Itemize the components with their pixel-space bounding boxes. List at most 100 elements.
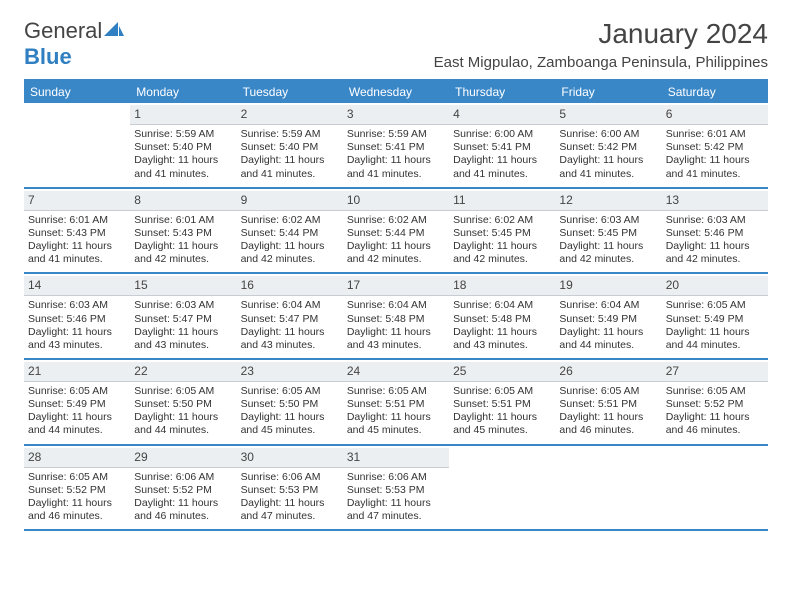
- day-number-row: 7: [24, 191, 130, 211]
- daylight2-text: and 47 minutes.: [347, 510, 445, 523]
- daylight1-text: Daylight: 11 hours: [134, 497, 232, 510]
- daylight1-text: Daylight: 11 hours: [347, 326, 445, 339]
- week-row: 7Sunrise: 6:01 AMSunset: 5:43 PMDaylight…: [24, 189, 768, 275]
- sunset-text: Sunset: 5:51 PM: [559, 398, 657, 411]
- daylight1-text: Daylight: 11 hours: [134, 411, 232, 424]
- daylight1-text: Daylight: 11 hours: [241, 240, 339, 253]
- day-number-row: 31: [343, 448, 449, 468]
- daylight2-text: and 42 minutes.: [666, 253, 764, 266]
- day-cell: 31Sunrise: 6:06 AMSunset: 5:53 PMDayligh…: [343, 446, 449, 530]
- day-cell: 27Sunrise: 6:05 AMSunset: 5:52 PMDayligh…: [662, 360, 768, 444]
- day-number-row: 6: [662, 105, 768, 125]
- day-number: 20: [666, 278, 679, 292]
- day-cell: 21Sunrise: 6:05 AMSunset: 5:49 PMDayligh…: [24, 360, 130, 444]
- sunset-text: Sunset: 5:52 PM: [134, 484, 232, 497]
- daylight1-text: Daylight: 11 hours: [559, 411, 657, 424]
- sunset-text: Sunset: 5:42 PM: [666, 141, 764, 154]
- day-cell: [555, 446, 661, 530]
- logo-sail-icon: [102, 18, 124, 43]
- daylight1-text: Daylight: 11 hours: [559, 154, 657, 167]
- day-number-row: 12: [555, 191, 661, 211]
- sunset-text: Sunset: 5:45 PM: [453, 227, 551, 240]
- daylight2-text: and 42 minutes.: [559, 253, 657, 266]
- daylight1-text: Daylight: 11 hours: [134, 154, 232, 167]
- day-number-row: 3: [343, 105, 449, 125]
- day-cell: [24, 103, 130, 187]
- daylight2-text: and 43 minutes.: [347, 339, 445, 352]
- sunrise-text: Sunrise: 6:06 AM: [134, 471, 232, 484]
- day-cell: 24Sunrise: 6:05 AMSunset: 5:51 PMDayligh…: [343, 360, 449, 444]
- day-number: 8: [134, 193, 141, 207]
- day-cell: 19Sunrise: 6:04 AMSunset: 5:49 PMDayligh…: [555, 274, 661, 358]
- sunrise-text: Sunrise: 6:01 AM: [666, 128, 764, 141]
- day-cell: 6 Sunrise: 6:01 AMSunset: 5:42 PMDaylight…: [662, 103, 768, 187]
- day-number-row: 10: [343, 191, 449, 211]
- sunset-text: Sunset: 5:52 PM: [666, 398, 764, 411]
- day-number-row: 28: [24, 448, 130, 468]
- day-number-row: 9: [237, 191, 343, 211]
- calendar: Sunday Monday Tuesday Wednesday Thursday…: [24, 79, 768, 531]
- daylight1-text: Daylight: 11 hours: [559, 240, 657, 253]
- sunset-text: Sunset: 5:44 PM: [241, 227, 339, 240]
- day-cell: 28Sunrise: 6:05 AMSunset: 5:52 PMDayligh…: [24, 446, 130, 530]
- day-number: 17: [347, 278, 360, 292]
- daylight2-text: and 41 minutes.: [134, 168, 232, 181]
- day-cell: 16Sunrise: 6:04 AMSunset: 5:47 PMDayligh…: [237, 274, 343, 358]
- sunrise-text: Sunrise: 6:04 AM: [559, 299, 657, 312]
- sunrise-text: Sunrise: 5:59 AM: [134, 128, 232, 141]
- day-number-row: 27: [662, 362, 768, 382]
- day-number-row: 24: [343, 362, 449, 382]
- daylight1-text: Daylight: 11 hours: [241, 411, 339, 424]
- day-number-row: 21: [24, 362, 130, 382]
- daylight1-text: Daylight: 11 hours: [453, 411, 551, 424]
- sunrise-text: Sunrise: 5:59 AM: [241, 128, 339, 141]
- day-number-row: 13: [662, 191, 768, 211]
- daylight2-text: and 44 minutes.: [559, 339, 657, 352]
- day-cell: [449, 446, 555, 530]
- day-number: 13: [666, 193, 679, 207]
- day-number: 11: [453, 193, 465, 207]
- daylight1-text: Daylight: 11 hours: [453, 240, 551, 253]
- brand-name-2: Blue: [24, 44, 72, 69]
- daylight1-text: Daylight: 11 hours: [241, 154, 339, 167]
- daylight2-text: and 41 minutes.: [666, 168, 764, 181]
- sunrise-text: Sunrise: 5:59 AM: [347, 128, 445, 141]
- daylight2-text: and 44 minutes.: [134, 424, 232, 437]
- sunset-text: Sunset: 5:45 PM: [559, 227, 657, 240]
- daylight1-text: Daylight: 11 hours: [453, 154, 551, 167]
- day-cell: 17Sunrise: 6:04 AMSunset: 5:48 PMDayligh…: [343, 274, 449, 358]
- daylight1-text: Daylight: 11 hours: [28, 240, 126, 253]
- sunrise-text: Sunrise: 6:02 AM: [347, 214, 445, 227]
- sunset-text: Sunset: 5:48 PM: [347, 313, 445, 326]
- day-cell: 23Sunrise: 6:05 AMSunset: 5:50 PMDayligh…: [237, 360, 343, 444]
- dow-saturday: Saturday: [662, 81, 768, 103]
- daylight1-text: Daylight: 11 hours: [28, 326, 126, 339]
- sunset-text: Sunset: 5:46 PM: [666, 227, 764, 240]
- weeks-container: 1Sunrise: 5:59 AMSunset: 5:40 PMDaylight…: [24, 103, 768, 531]
- dow-thursday: Thursday: [449, 81, 555, 103]
- sunrise-text: Sunrise: 6:00 AM: [559, 128, 657, 141]
- day-cell: 10Sunrise: 6:02 AMSunset: 5:44 PMDayligh…: [343, 189, 449, 273]
- daylight1-text: Daylight: 11 hours: [666, 154, 764, 167]
- day-cell: 2Sunrise: 5:59 AMSunset: 5:40 PMDaylight…: [237, 103, 343, 187]
- daylight2-text: and 43 minutes.: [453, 339, 551, 352]
- sunrise-text: Sunrise: 6:03 AM: [134, 299, 232, 312]
- day-number: 22: [134, 364, 147, 378]
- dow-tuesday: Tuesday: [237, 81, 343, 103]
- days-of-week-row: Sunday Monday Tuesday Wednesday Thursday…: [24, 81, 768, 103]
- daylight1-text: Daylight: 11 hours: [347, 497, 445, 510]
- day-cell: 12Sunrise: 6:03 AMSunset: 5:45 PMDayligh…: [555, 189, 661, 273]
- day-number: 15: [134, 278, 147, 292]
- sunset-text: Sunset: 5:43 PM: [28, 227, 126, 240]
- sunrise-text: Sunrise: 6:04 AM: [453, 299, 551, 312]
- day-number: 6: [666, 107, 673, 121]
- day-number-row: 23: [237, 362, 343, 382]
- day-cell: 3Sunrise: 5:59 AMSunset: 5:41 PMDaylight…: [343, 103, 449, 187]
- day-number: 18: [453, 278, 466, 292]
- day-number: 30: [241, 450, 254, 464]
- day-cell: 13Sunrise: 6:03 AMSunset: 5:46 PMDayligh…: [662, 189, 768, 273]
- day-number-row: 20: [662, 276, 768, 296]
- day-cell: 8Sunrise: 6:01 AMSunset: 5:43 PMDaylight…: [130, 189, 236, 273]
- daylight2-text: and 47 minutes.: [241, 510, 339, 523]
- sunrise-text: Sunrise: 6:02 AM: [453, 214, 551, 227]
